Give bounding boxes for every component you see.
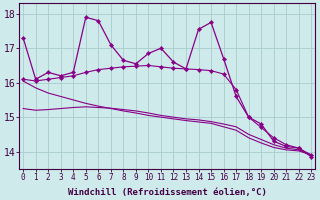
X-axis label: Windchill (Refroidissement éolien,°C): Windchill (Refroidissement éolien,°C) [68, 188, 267, 197]
